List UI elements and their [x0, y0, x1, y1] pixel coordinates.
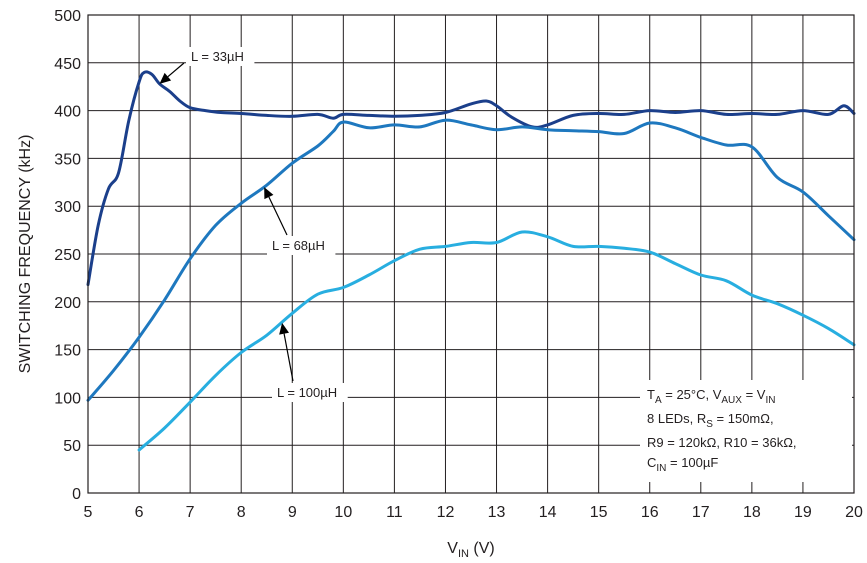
annotation-bg-0	[186, 47, 255, 66]
x-tick-label-15: 20	[845, 504, 863, 521]
series-line-1	[86, 118, 856, 402]
conditions-line-2: R9 = 120kΩ, R10 = 36kΩ,	[647, 435, 797, 450]
annotation-arrow-line-0	[167, 62, 185, 78]
y-tick-label-8: 400	[54, 104, 81, 121]
conditions-line-1: 8 LEDs, RS = 150mΩ,	[647, 411, 774, 430]
annotation-arrow-line-1	[268, 196, 288, 236]
annotation-bg-2	[272, 383, 348, 402]
x-tick-label-0: 5	[84, 504, 93, 521]
tick-labels: 5 6 7 8 9 10 11 12 13 14 15 16 17 18 19 200501001502002…	[54, 8, 863, 521]
conditions-line-3: CIN = 100µF	[647, 455, 718, 474]
x-axis-label-main: V	[447, 540, 458, 557]
y-tick-label-6: 300	[54, 199, 81, 216]
plot-frame	[87, 14, 855, 494]
annotation-label-0: L = 33µH	[191, 49, 244, 64]
x-axis-label: VIN (V)	[447, 540, 494, 560]
x-tick-label-11: 16	[641, 504, 659, 521]
y-tick-label-7: 350	[54, 151, 81, 168]
y-tick-label-5: 250	[54, 247, 81, 264]
annotations: L = 33µH L = 68µH L = 100µH	[159, 47, 348, 402]
x-tick-label-12: 17	[692, 504, 710, 521]
x-tick-label-14: 19	[794, 504, 812, 521]
annotation-bg-1	[267, 236, 336, 255]
conditions-note-bg	[640, 380, 852, 482]
series-layer	[86, 70, 856, 452]
x-tick-label-8: 13	[488, 504, 506, 521]
x-tick-label-2: 7	[186, 504, 195, 521]
x-axis-label-sub: IN	[458, 548, 469, 560]
series-line-0	[86, 70, 856, 287]
y-tick-label-10: 500	[54, 8, 81, 25]
conditions-note: TA = 25°C, VAUX = VIN 8 LEDs, RS = 150mΩ,…	[640, 380, 852, 482]
y-tick-label-2: 100	[54, 390, 81, 407]
annotation-arrow-head-1	[264, 187, 274, 200]
x-tick-label-6: 11	[386, 504, 403, 521]
x-tick-label-7: 12	[437, 504, 455, 521]
annotation-arrow-head-0	[159, 72, 172, 84]
x-tick-label-4: 9	[288, 504, 297, 521]
x-tick-label-13: 18	[743, 504, 761, 521]
annotation-arrow-line-2	[283, 333, 294, 382]
x-tick-label-10: 15	[590, 504, 608, 521]
y-tick-label-1: 50	[63, 438, 81, 455]
x-tick-label-5: 10	[334, 504, 352, 521]
y-axis-label: SWITCHING FREQUENCY (kHz)	[17, 135, 34, 374]
annotation-arrow-head-2	[279, 322, 290, 335]
y-tick-label-4: 200	[54, 295, 81, 312]
conditions-line-0: TA = 25°C, VAUX = VIN	[647, 387, 775, 406]
annotation-label-2: L = 100µH	[277, 385, 337, 400]
x-axis-label-unit: (V)	[469, 540, 495, 557]
y-tick-label-3: 150	[54, 343, 81, 360]
x-tick-label-1: 6	[135, 504, 144, 521]
x-tick-label-9: 14	[539, 504, 557, 521]
series-line-2	[137, 230, 856, 452]
y-tick-label-9: 450	[54, 56, 81, 73]
x-tick-label-3: 8	[237, 504, 246, 521]
annotation-label-1: L = 68µH	[272, 238, 325, 253]
y-tick-label-0: 0	[72, 486, 81, 503]
